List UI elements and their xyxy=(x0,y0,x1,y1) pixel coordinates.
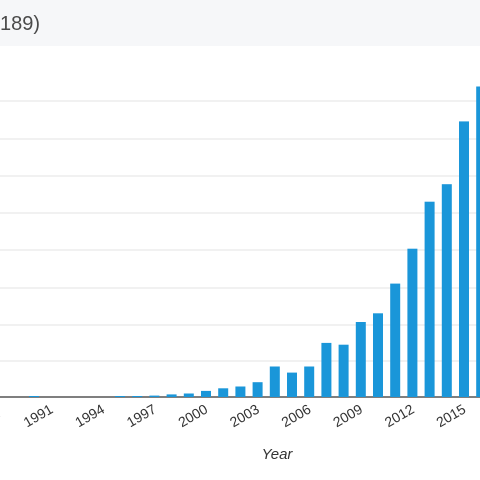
bar-2016 xyxy=(459,121,469,398)
bar-1991 xyxy=(29,396,39,397)
bar-2014 xyxy=(424,201,435,397)
bar-2009 xyxy=(338,344,349,397)
chart-header: 189) xyxy=(0,0,480,46)
x-tick-label: 2003 xyxy=(227,401,262,431)
bar-2001 xyxy=(201,390,211,397)
bar-2012 xyxy=(390,283,401,397)
bar-1999 xyxy=(166,394,177,397)
bar-2013 xyxy=(407,248,418,397)
bar-2007 xyxy=(304,366,315,397)
bar-2008 xyxy=(321,342,332,397)
bar-2015 xyxy=(441,184,452,397)
bar-2005 xyxy=(269,366,280,397)
x-tick-label: 1991 xyxy=(21,401,56,431)
bar-1996 xyxy=(115,396,125,397)
x-axis-title: Year xyxy=(262,446,294,463)
bar-2010 xyxy=(355,322,366,397)
bar-2011 xyxy=(373,313,383,397)
bar-2000 xyxy=(183,393,194,397)
bar-2003 xyxy=(235,386,246,397)
chart-title-fragment: 189) xyxy=(0,13,41,35)
x-tick-label: 1994 xyxy=(72,401,107,431)
bar-1997 xyxy=(132,396,143,397)
x-tick-label: 2015 xyxy=(433,401,468,431)
x-tick-label: 1997 xyxy=(124,401,159,431)
bar-2017 xyxy=(476,86,480,397)
bar-1998 xyxy=(149,395,160,397)
bar-2006 xyxy=(287,372,297,397)
x-tick-label: 2012 xyxy=(382,401,417,431)
x-tick-label-partial: 8 xyxy=(0,406,3,424)
x-tick-label: 2006 xyxy=(279,401,314,431)
x-tick-label: 2000 xyxy=(175,401,210,431)
bar-2002 xyxy=(218,388,229,397)
bar-2004 xyxy=(252,382,263,397)
x-tick-label: 2009 xyxy=(330,401,365,431)
